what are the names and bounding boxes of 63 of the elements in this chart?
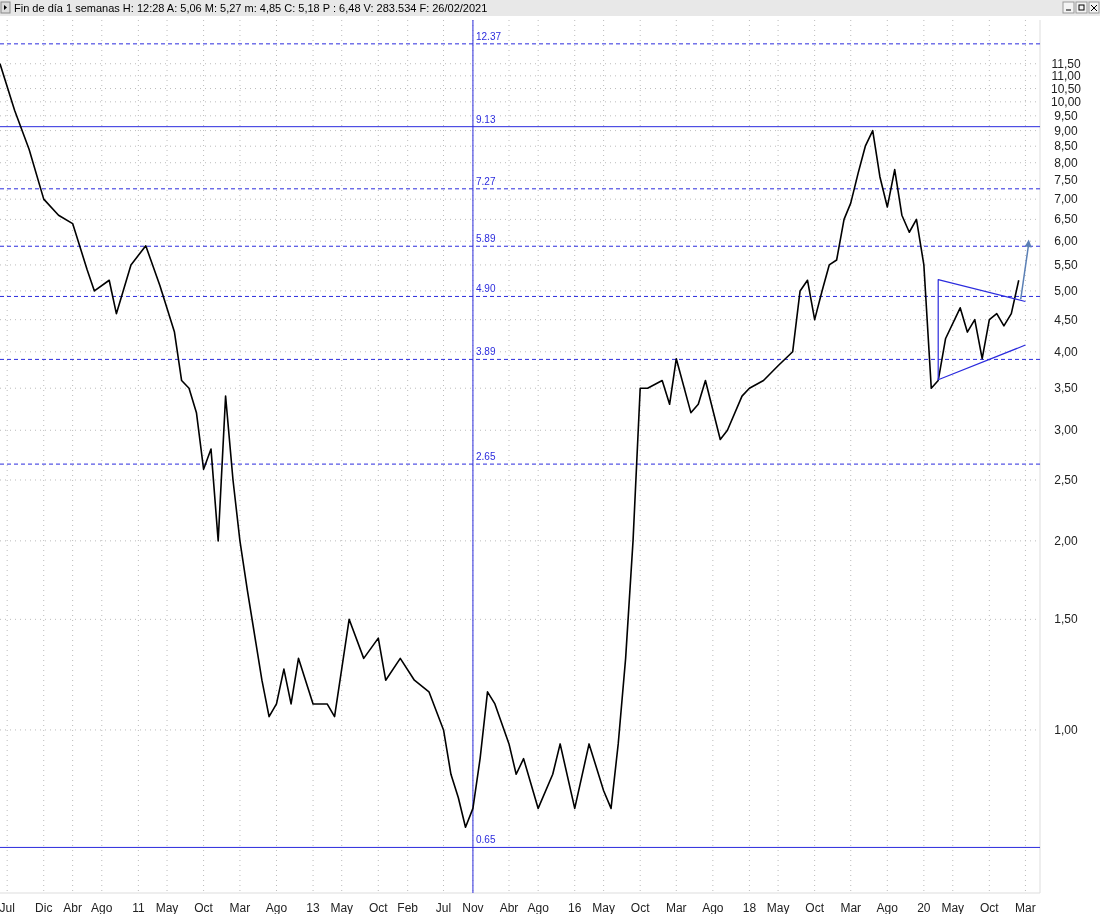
- x-tick-label: Jul: [0, 901, 15, 914]
- x-tick-label: Dic: [35, 901, 53, 914]
- y-tick-label: 3,00: [1054, 423, 1078, 438]
- x-tick-label: Ago: [702, 901, 724, 914]
- x-tick-label: Feb: [397, 901, 419, 914]
- x-tick-label: May: [766, 901, 790, 914]
- y-tick-label: 1,00: [1054, 722, 1078, 737]
- x-tick-label: Ago: [265, 901, 288, 914]
- y-tick-label: 11,50: [1051, 56, 1081, 71]
- y-tick-label: 9,00: [1054, 123, 1078, 138]
- x-tick-label: May: [941, 901, 965, 914]
- x-tick-label: May: [330, 901, 354, 914]
- x-tick-label: Oct: [630, 901, 651, 914]
- x-tick-label: Ago: [527, 901, 550, 914]
- y-tick-label: 7,50: [1054, 173, 1078, 188]
- x-tick-label: Mar: [1015, 901, 1036, 914]
- x-tick-label: 18: [742, 901, 757, 914]
- y-tick-label: 10,50: [1050, 81, 1082, 96]
- x-tick-label: Nov: [462, 901, 484, 914]
- ref-line-label: 5.89: [476, 233, 496, 245]
- y-tick-label: 4,50: [1054, 312, 1078, 327]
- y-tick-label: 6,00: [1054, 234, 1078, 249]
- y-tick-label: 6,50: [1054, 212, 1078, 227]
- x-tick-label: 11: [132, 901, 145, 914]
- y-tick-label: 2,00: [1054, 533, 1078, 548]
- ref-line-label: 3.89: [476, 346, 496, 358]
- x-tick-label: Ago: [876, 901, 899, 914]
- ref-line-label: 4.90: [476, 283, 496, 295]
- ref-line-label: 12.37: [476, 30, 502, 42]
- x-tick-label: 13: [306, 901, 321, 914]
- y-tick-label: 10,00: [1050, 94, 1082, 109]
- y-tick-label: 1,50: [1054, 612, 1078, 627]
- y-tick-label: 5,50: [1054, 257, 1078, 272]
- y-tick-label: 2,50: [1054, 472, 1078, 487]
- x-tick-label: Mar: [840, 901, 862, 914]
- x-tick-label: Abr: [499, 901, 519, 914]
- y-tick-label: 8,00: [1054, 155, 1078, 170]
- x-tick-label: Ago: [91, 901, 113, 914]
- line-series: [0, 62, 1020, 829]
- y-tick-label: 8,50: [1054, 139, 1078, 154]
- y-tick-label: 9,50: [1054, 108, 1078, 123]
- ref-line-label: 7.27: [476, 175, 496, 187]
- y-tick-label: 11,00: [1051, 68, 1081, 83]
- x-tick-label: Oct: [805, 901, 825, 914]
- x-tick-label: May: [592, 901, 615, 914]
- x-tick-label: Jul: [435, 901, 452, 914]
- ref-line-label: 9.13: [476, 113, 496, 125]
- x-tick-label: Oct: [980, 901, 1000, 914]
- chart-title: Fin de día 1 semanas H: 12:28 A: 5,06 M: 5,27 m: 4,85 C: 5,18 P : 6,48 V: 283.534 F: 26/02/2021: [14, 2, 488, 14]
- y-tick-label: 5,00: [1054, 283, 1078, 298]
- ref-line-label: 2.65: [476, 451, 496, 463]
- x-tick-label: Mar: [229, 901, 251, 914]
- x-tick-label: Abr: [63, 901, 82, 914]
- x-tick-label: Oct: [368, 901, 389, 914]
- x-tick-label: 20: [917, 901, 931, 914]
- x-tick-label: Oct: [194, 901, 214, 914]
- x-tick-label: May: [155, 901, 179, 914]
- y-tick-label: 4,00: [1054, 344, 1078, 359]
- x-tick-label: Mar: [665, 901, 687, 914]
- x-tick-label: 16: [568, 901, 582, 914]
- ref-line-label: 0.65: [476, 834, 496, 846]
- y-tick-label: 7,00: [1054, 192, 1078, 207]
- y-tick-label: 3,50: [1054, 381, 1078, 396]
